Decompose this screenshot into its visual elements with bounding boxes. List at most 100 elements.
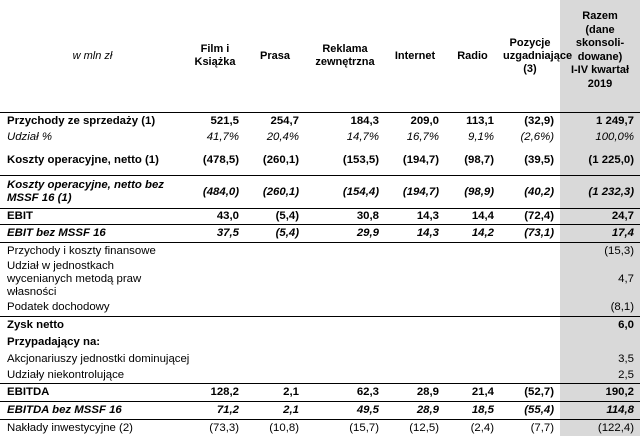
segment-value-cell: (194,7) (385, 145, 445, 176)
segment-value-cell (385, 368, 445, 384)
segment-value-cell: (52,7) (500, 384, 560, 402)
total-value-cell: 190,2 (560, 384, 640, 402)
segment-value-cell: (72,4) (500, 209, 560, 225)
col-header-pozycje: Pozycje uzgadniające (3) (500, 0, 560, 113)
segment-value-cell (305, 334, 385, 351)
row-label: Koszty operacyjne, netto (1) (0, 145, 185, 176)
row-label: EBITDA bez MSSF 16 (0, 402, 185, 420)
total-value-cell: 114,8 (560, 402, 640, 420)
row-label: Podatek dochodowy (0, 299, 185, 317)
col-header-total: Razem (dane skonsoli- dowane) I-IV kwart… (560, 0, 640, 113)
row-label: EBIT (0, 209, 185, 225)
total-header-line: 2019 (563, 78, 637, 92)
segment-value-cell (385, 243, 445, 261)
segment-value-cell (500, 351, 560, 368)
segment-value-cell (185, 260, 245, 299)
segment-value-cell (245, 299, 305, 317)
row-label: EBIT bez MSSF 16 (0, 225, 185, 243)
segment-value-cell: (73,3) (185, 420, 245, 437)
segment-value-cell: 28,9 (385, 402, 445, 420)
table-row: Udziały niekontrolujące 2,5 (0, 368, 640, 384)
segment-value-cell: 14,3 (385, 209, 445, 225)
total-header-line: dowane) (563, 51, 637, 65)
row-label: Udziały niekontrolujące (0, 368, 185, 384)
col-header-radio: Radio (445, 0, 500, 113)
total-value-cell: (15,3) (560, 243, 640, 261)
segment-value-cell: 41,7% (185, 130, 245, 145)
total-value-cell: 24,7 (560, 209, 640, 225)
segment-value-cell (445, 243, 500, 261)
table-row: Przypadający na: (0, 334, 640, 351)
segment-value-cell (385, 317, 445, 335)
row-label: Przychody i koszty finansowe (0, 243, 185, 261)
row-label: Akcjonariuszy jednostki dominującej (0, 351, 185, 368)
segment-value-cell: (55,4) (500, 402, 560, 420)
segment-value-cell: 254,7 (245, 113, 305, 131)
table-row: Udział w jednostkach wycenianych metodą … (0, 260, 640, 299)
segment-value-cell: (32,9) (500, 113, 560, 131)
col-header-internet: Internet (385, 0, 445, 113)
segment-value-cell: 209,0 (385, 113, 445, 131)
segment-value-cell: 14,7% (305, 130, 385, 145)
segment-value-cell: 49,5 (305, 402, 385, 420)
segment-value-cell: 128,2 (185, 384, 245, 402)
segment-value-cell: 18,5 (445, 402, 500, 420)
table-row: Podatek dochodowy(8,1) (0, 299, 640, 317)
segment-value-cell (305, 243, 385, 261)
segment-value-cell: 2,1 (245, 402, 305, 420)
total-header-line: skonsoli- (563, 37, 637, 51)
total-value-cell: 2,5 (560, 368, 640, 384)
segment-value-cell (245, 243, 305, 261)
segment-value-cell: (10,8) (245, 420, 305, 437)
segment-value-cell: 20,4% (245, 130, 305, 145)
segment-value-cell: 16,7% (385, 130, 445, 145)
segment-value-cell (245, 368, 305, 384)
segment-value-cell: 30,8 (305, 209, 385, 225)
segment-value-cell: 14,3 (385, 225, 445, 243)
segment-value-cell (385, 334, 445, 351)
segment-value-cell: 2,1 (245, 384, 305, 402)
segment-value-cell: 37,5 (185, 225, 245, 243)
table-row: Udział %41,7%20,4%14,7%16,7%9,1%(2,6%)10… (0, 130, 640, 145)
segment-value-cell (385, 260, 445, 299)
total-value-cell: 1 249,7 (560, 113, 640, 131)
segment-value-cell (385, 351, 445, 368)
segment-value-cell: 62,3 (305, 384, 385, 402)
segment-value-cell: (7,7) (500, 420, 560, 437)
segment-value-cell: 43,0 (185, 209, 245, 225)
segment-value-cell (305, 317, 385, 335)
segment-value-cell: (484,0) (185, 176, 245, 209)
table-row: Koszty operacyjne, netto (1)(478,5)(260,… (0, 145, 640, 176)
segment-value-cell: (154,4) (305, 176, 385, 209)
segment-value-cell (445, 299, 500, 317)
segment-value-cell (185, 351, 245, 368)
segment-value-cell: (98,9) (445, 176, 500, 209)
segment-value-cell (500, 334, 560, 351)
segment-value-cell (445, 317, 500, 335)
total-value-cell: 100,0% (560, 130, 640, 145)
segment-value-cell (305, 351, 385, 368)
segment-value-cell: (260,1) (245, 145, 305, 176)
segment-value-cell: 14,2 (445, 225, 500, 243)
segment-value-cell: 14,4 (445, 209, 500, 225)
segment-value-cell (185, 334, 245, 351)
total-value-cell: 6,0 (560, 317, 640, 335)
col-header-prasa: Prasa (245, 0, 305, 113)
table-row: Przychody i koszty finansowe (15,3) (0, 243, 640, 261)
total-value-cell: 17,4 (560, 225, 640, 243)
row-label: Przypadający na: (0, 334, 185, 351)
table-header-row: w mln zł Film i Książka Prasa Reklama ze… (0, 0, 640, 113)
segment-value-cell: (12,5) (385, 420, 445, 437)
segment-value-cell: (5,4) (245, 209, 305, 225)
segment-value-cell: 29,9 (305, 225, 385, 243)
segment-value-cell: 9,1% (445, 130, 500, 145)
row-label: Koszty operacyjne, netto bez MSSF 16 (1) (0, 176, 185, 209)
row-label: EBITDA (0, 384, 185, 402)
segment-value-cell: (40,2) (500, 176, 560, 209)
total-value-cell: (1 225,0) (560, 145, 640, 176)
segment-value-cell (445, 368, 500, 384)
